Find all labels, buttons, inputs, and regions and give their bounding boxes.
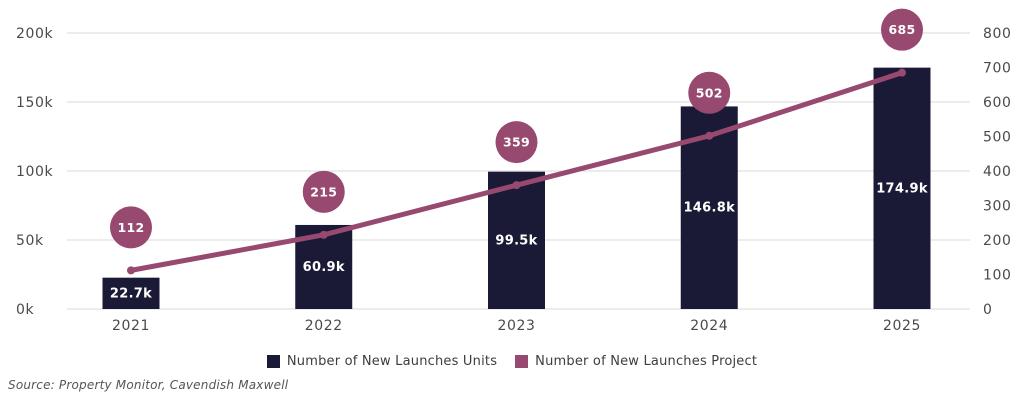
chart-canvas: 0k 50k 100k 150k 200k 0 100 200 300 400 500 600 700 8… <box>16 8 1012 334</box>
bar-value-label: 146.8k <box>683 201 735 216</box>
badge-value-label: 359 <box>503 135 530 150</box>
right-axis-tick: 700 <box>983 61 1012 77</box>
line-marker <box>705 131 714 140</box>
line-marker <box>127 266 135 275</box>
x-axis-label-2021: 2021 <box>112 318 150 334</box>
right-axis-tick: 800 <box>983 26 1012 42</box>
left-axis-tick: 200k <box>16 26 54 42</box>
badge-value-label: 112 <box>118 220 145 235</box>
line-marker <box>898 68 906 77</box>
badge-value-label: 685 <box>889 22 916 37</box>
line-marker <box>512 181 521 190</box>
right-axis-tick: 500 <box>983 130 1012 146</box>
legend-swatch-project <box>515 354 529 368</box>
right-axis-tick: 600 <box>983 95 1012 111</box>
right-axis-tick: 200 <box>983 233 1012 249</box>
x-axis-label-2024: 2024 <box>690 318 728 334</box>
right-axis-tick: 100 <box>983 268 1012 284</box>
legend-label-units: Number of New Launches Units <box>286 353 498 369</box>
badge-2023 <box>495 121 538 164</box>
legend: Number of New Launches Units Number of N… <box>0 349 1024 373</box>
bar-value-label: 22.7k <box>110 286 152 301</box>
left-axis-tick: 100k <box>16 164 54 180</box>
legend-swatch-units <box>266 354 280 368</box>
legend-label-project: Number of New Launches Project <box>535 353 758 369</box>
x-axis-label-2025: 2025 <box>883 318 921 334</box>
bar-value-label: 60.9k <box>303 260 345 275</box>
badge-2025 <box>881 8 923 51</box>
left-axis-tick: 50k <box>16 233 44 249</box>
badge-value-label: 215 <box>310 184 337 199</box>
bar-2021 <box>102 277 160 309</box>
legend-item-units: Number of New Launches Units <box>266 353 498 369</box>
badge-value-label: 502 <box>696 85 723 100</box>
x-axis-label-2023: 2023 <box>497 318 535 334</box>
bar-2025 <box>873 67 931 309</box>
legend-item-project: Number of New Launches Project <box>515 354 757 369</box>
right-axis-tick: 300 <box>983 199 1012 215</box>
bar-2023 <box>488 171 545 309</box>
right-axis-tick: 400 <box>983 164 1012 180</box>
left-axis-tick: 0k <box>16 302 35 318</box>
source-note: Source: Property Monitor, Cavendish Maxw… <box>8 378 289 392</box>
badge-2024 <box>688 71 731 114</box>
right-axis-tick: 0 <box>983 302 993 318</box>
line-marker <box>319 230 328 239</box>
x-axis-label-2022: 2022 <box>305 318 343 334</box>
bar-value-label: 99.5k <box>495 233 537 248</box>
badge-2022 <box>302 170 345 213</box>
left-axis-tick: 150k <box>16 95 54 111</box>
bar-value-label: 174.9k <box>876 181 928 196</box>
badge-2021 <box>110 206 152 249</box>
